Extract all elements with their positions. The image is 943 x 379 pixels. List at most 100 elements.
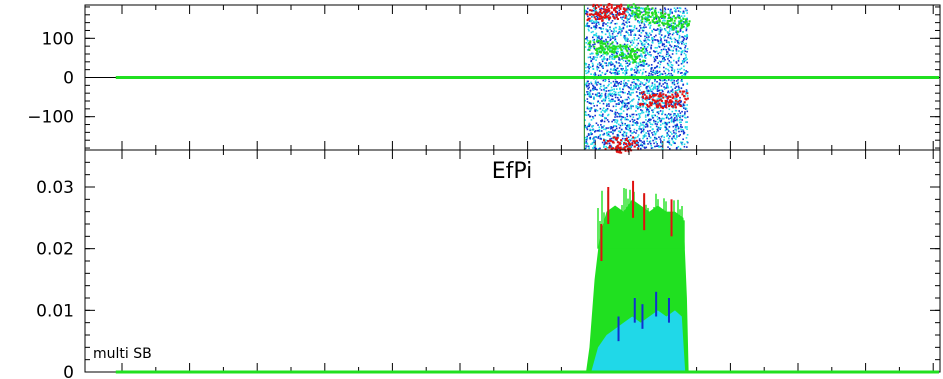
noise-dot bbox=[651, 146, 654, 149]
noise-dot bbox=[667, 146, 669, 148]
noise-dot bbox=[668, 126, 671, 128]
noise-dot bbox=[638, 30, 641, 33]
phase-point bbox=[632, 50, 635, 53]
noise-dot bbox=[673, 142, 676, 144]
noise-dot bbox=[654, 70, 657, 73]
noise-dot bbox=[595, 26, 598, 29]
noise-dot bbox=[667, 64, 670, 67]
noise-dot bbox=[622, 82, 625, 85]
phase-point bbox=[609, 46, 612, 49]
noise-dot bbox=[656, 22, 658, 24]
noise-dot bbox=[677, 88, 680, 91]
noise-dot bbox=[640, 40, 642, 43]
noise-dot bbox=[645, 26, 647, 29]
noise-dot bbox=[596, 21, 598, 23]
noise-dot bbox=[608, 58, 611, 60]
noise-dot bbox=[591, 19, 593, 22]
noise-dot bbox=[593, 98, 595, 100]
noise-dot bbox=[664, 129, 667, 132]
noise-dot bbox=[622, 59, 625, 62]
noise-dot bbox=[680, 22, 683, 25]
noise-dot bbox=[648, 87, 651, 89]
noise-dot bbox=[633, 78, 636, 81]
noise-dot bbox=[625, 31, 628, 33]
noise-dot bbox=[620, 51, 622, 54]
noise-dot bbox=[628, 14, 630, 17]
noise-dot bbox=[626, 105, 629, 107]
noise-dot bbox=[605, 109, 608, 112]
noise-dot bbox=[659, 79, 662, 82]
noise-dot bbox=[686, 61, 689, 64]
noise-dot bbox=[589, 128, 592, 131]
y-tick-label: 0.01 bbox=[36, 301, 74, 321]
noise-dot bbox=[625, 65, 627, 68]
noise-dot bbox=[588, 91, 591, 94]
noise-dot bbox=[646, 125, 649, 128]
noise-dot bbox=[660, 38, 662, 40]
noise-dot bbox=[682, 10, 685, 13]
noise-dot bbox=[658, 83, 661, 86]
noise-dot bbox=[636, 70, 639, 72]
noise-dot bbox=[646, 140, 648, 142]
noise-dot bbox=[685, 54, 687, 56]
noise-dot bbox=[664, 125, 667, 128]
phase-point bbox=[652, 93, 655, 96]
noise-dot bbox=[596, 95, 598, 97]
noise-dot bbox=[613, 29, 616, 32]
noise-dot bbox=[642, 128, 645, 131]
phase-point bbox=[604, 52, 607, 55]
noise-dot bbox=[670, 72, 672, 75]
noise-dot bbox=[630, 84, 632, 86]
phase-point bbox=[672, 15, 675, 18]
phase-point bbox=[628, 59, 631, 62]
noise-dot bbox=[614, 38, 617, 41]
noise-dot bbox=[635, 136, 637, 139]
noise-dot bbox=[610, 93, 613, 96]
noise-dot bbox=[641, 110, 643, 112]
phase-point bbox=[651, 14, 654, 17]
noise-dot bbox=[589, 66, 591, 68]
noise-dot bbox=[664, 106, 666, 108]
noise-dot bbox=[588, 29, 590, 32]
noise-dot bbox=[614, 119, 617, 121]
noise-dot bbox=[606, 12, 609, 15]
noise-dot bbox=[677, 57, 680, 60]
phase-point bbox=[646, 17, 649, 20]
phase-point bbox=[633, 53, 636, 56]
phase-point bbox=[606, 9, 609, 12]
noise-dot bbox=[683, 65, 685, 68]
phase-point bbox=[687, 23, 690, 26]
noise-dot bbox=[686, 58, 688, 61]
noise-dot bbox=[587, 28, 590, 31]
noise-dot bbox=[595, 147, 597, 150]
noise-dot bbox=[646, 51, 649, 54]
noise-dot bbox=[592, 9, 595, 12]
noise-dot bbox=[658, 46, 661, 48]
noise-dot bbox=[666, 31, 669, 33]
phase-point bbox=[670, 100, 673, 103]
phase-point bbox=[607, 7, 610, 10]
noise-dot bbox=[614, 73, 617, 76]
noise-dot bbox=[590, 31, 593, 34]
noise-dot bbox=[630, 31, 632, 34]
noise-dot bbox=[599, 87, 601, 90]
noise-dot bbox=[585, 42, 587, 44]
noise-dot bbox=[654, 80, 656, 83]
noise-dot bbox=[645, 102, 647, 105]
noise-dot bbox=[676, 33, 679, 36]
noise-dot bbox=[626, 124, 629, 127]
noise-dot bbox=[616, 122, 618, 124]
noise-dot bbox=[652, 103, 655, 105]
noise-dot bbox=[675, 52, 678, 55]
noise-dot bbox=[625, 102, 627, 105]
noise-dot bbox=[609, 22, 612, 25]
noise-dot bbox=[597, 21, 600, 24]
phase-point bbox=[625, 44, 628, 47]
noise-dot bbox=[596, 67, 598, 69]
noise-dot bbox=[639, 69, 642, 72]
noise-dot bbox=[633, 69, 636, 71]
noise-dot bbox=[597, 147, 600, 150]
phase-point bbox=[653, 16, 656, 19]
noise-dot bbox=[668, 26, 670, 29]
noise-dot bbox=[591, 65, 594, 68]
